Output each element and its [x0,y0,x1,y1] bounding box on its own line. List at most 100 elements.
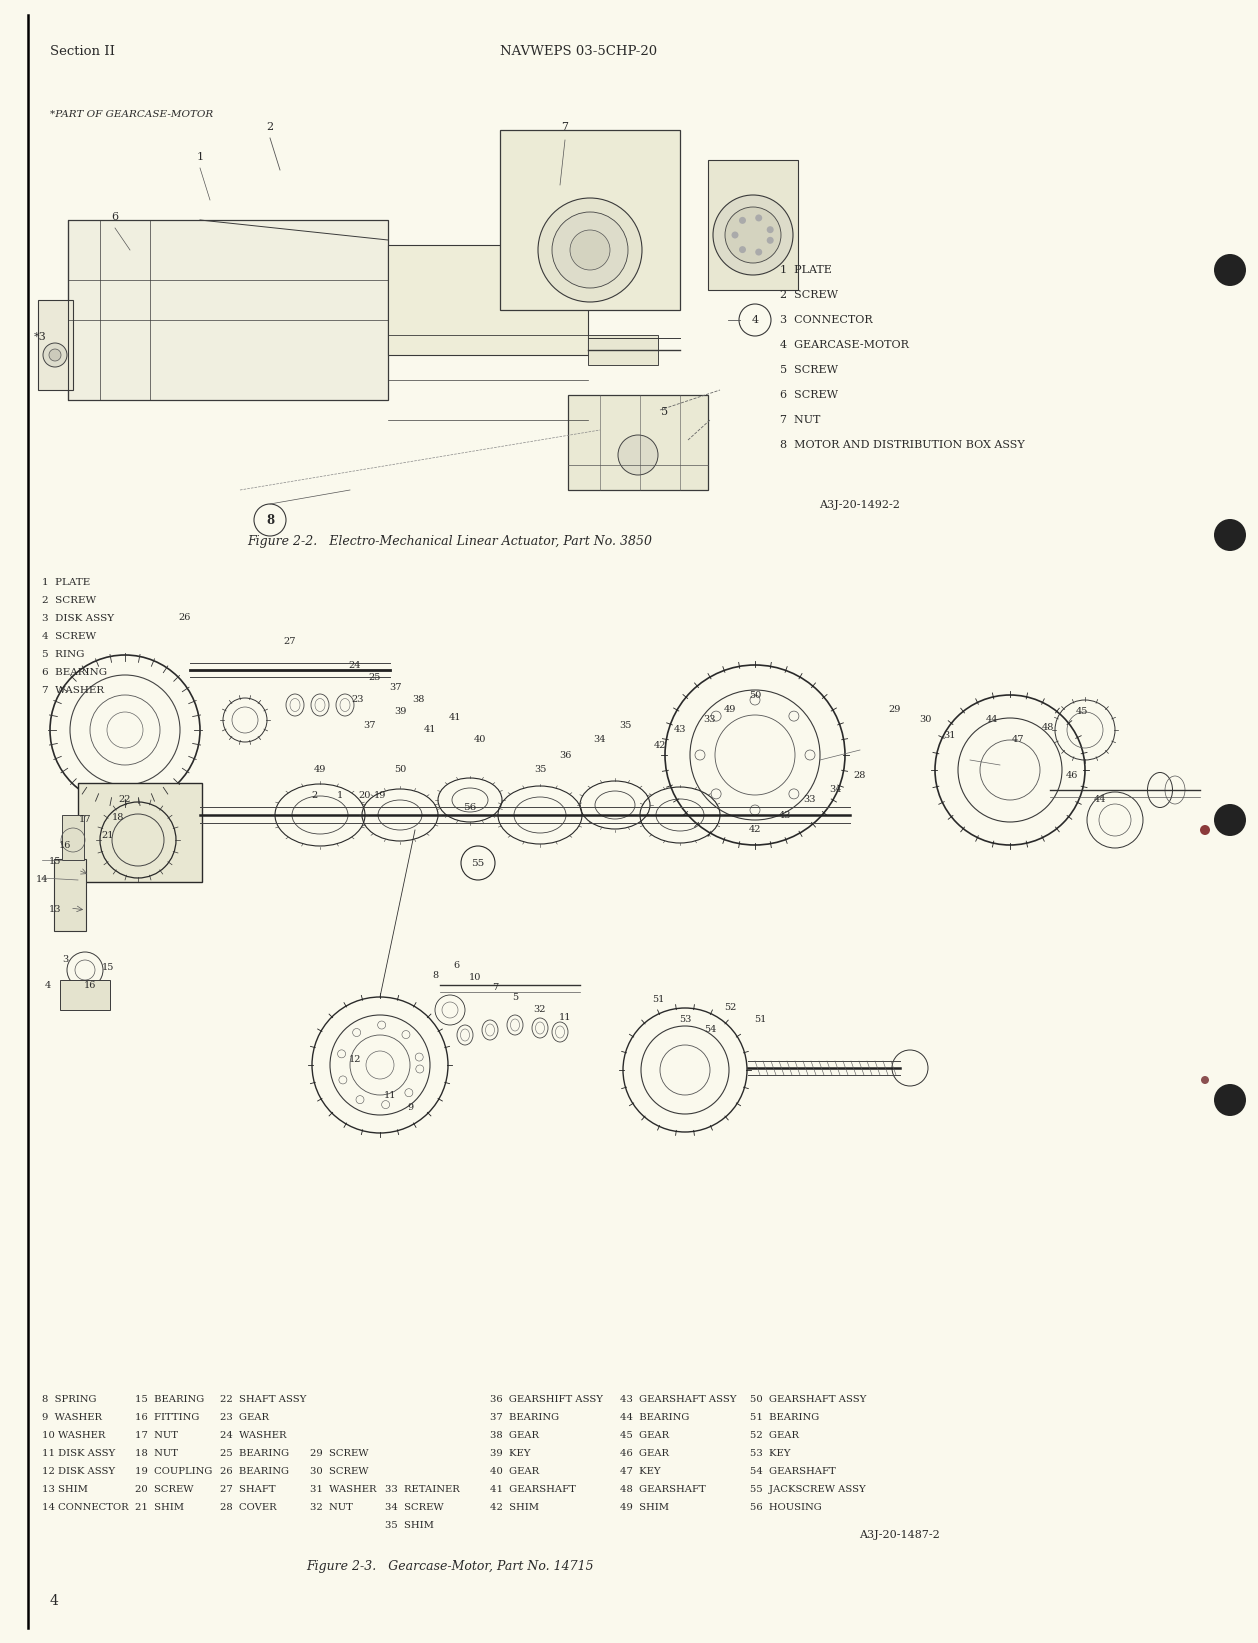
Text: 5  RING: 5 RING [42,651,84,659]
Text: 30  SCREW: 30 SCREW [309,1467,369,1475]
Text: 3: 3 [62,956,68,964]
Text: 37: 37 [389,683,401,692]
FancyBboxPatch shape [68,220,387,399]
Text: 25: 25 [369,674,381,682]
Text: 14: 14 [35,876,48,884]
Text: 39: 39 [394,708,406,716]
Text: 31: 31 [944,731,956,739]
Text: 44: 44 [1093,795,1106,805]
Text: 11: 11 [559,1014,571,1022]
Text: 4: 4 [50,1594,59,1608]
Text: A3J-20-1487-2: A3J-20-1487-2 [859,1530,940,1539]
Text: 19  COUPLING: 19 COUPLING [135,1467,213,1475]
Text: 12 DISK ASSY: 12 DISK ASSY [42,1467,116,1475]
Text: 20  SCREW: 20 SCREW [135,1485,194,1493]
Text: 1: 1 [337,790,343,800]
Text: 45  GEAR: 45 GEAR [620,1431,669,1439]
Text: Figure 2-2.   Electro-Mechanical Linear Actuator, Part No. 3850: Figure 2-2. Electro-Mechanical Linear Ac… [248,536,653,549]
Text: A3J-20-1492-2: A3J-20-1492-2 [819,499,899,509]
Text: 6  SCREW: 6 SCREW [780,389,838,399]
Text: 29: 29 [889,705,901,715]
Text: *3: *3 [34,332,47,342]
Text: 51  BEARING: 51 BEARING [750,1413,819,1421]
Text: 20: 20 [359,790,371,800]
FancyBboxPatch shape [62,815,84,859]
Text: 8  SPRING: 8 SPRING [42,1395,97,1405]
Circle shape [766,227,774,233]
Circle shape [766,237,774,243]
Circle shape [713,196,793,274]
Text: Section II: Section II [50,44,114,58]
Text: 55: 55 [472,859,484,868]
Text: 5: 5 [662,407,668,417]
Circle shape [738,217,746,223]
Text: 33  RETAINER: 33 RETAINER [385,1485,459,1493]
Text: 34: 34 [829,785,842,795]
Circle shape [49,348,60,361]
Text: 36: 36 [559,751,571,759]
Text: 33: 33 [703,715,716,725]
Text: 47  KEY: 47 KEY [620,1467,660,1475]
Text: 2  SCREW: 2 SCREW [780,291,838,301]
Text: 5  SCREW: 5 SCREW [780,365,838,375]
Text: 22: 22 [118,795,131,805]
Text: 18  NUT: 18 NUT [135,1449,177,1457]
Text: 7  NUT: 7 NUT [780,416,820,426]
Circle shape [570,230,610,269]
Circle shape [460,846,494,881]
Circle shape [1214,803,1245,836]
Text: 53  KEY: 53 KEY [750,1449,790,1457]
FancyBboxPatch shape [708,159,798,291]
Text: 26: 26 [179,613,191,623]
FancyBboxPatch shape [387,245,587,355]
FancyBboxPatch shape [569,394,708,490]
Text: 51: 51 [754,1015,766,1025]
Text: 51: 51 [652,996,664,1004]
Text: 11: 11 [384,1091,396,1099]
Text: 30: 30 [918,715,931,725]
Text: 16  FITTING: 16 FITTING [135,1413,199,1421]
Text: 27  SHAFT: 27 SHAFT [220,1485,276,1493]
Circle shape [755,248,762,256]
Text: 2  SCREW: 2 SCREW [42,596,96,605]
Text: 17  NUT: 17 NUT [135,1431,177,1439]
Text: 6: 6 [112,212,118,222]
Text: 43: 43 [779,810,791,820]
Text: 13: 13 [49,905,62,915]
Circle shape [254,504,286,536]
Text: 33: 33 [804,795,816,805]
Circle shape [1214,1084,1245,1116]
Text: 7: 7 [561,122,569,131]
Text: 19: 19 [374,790,386,800]
Text: 4: 4 [45,981,52,989]
Text: 42: 42 [749,825,761,835]
Circle shape [1214,519,1245,550]
Circle shape [538,199,642,302]
Text: 40  GEAR: 40 GEAR [491,1467,540,1475]
Text: 35: 35 [619,721,632,729]
Text: 9  WASHER: 9 WASHER [42,1413,102,1421]
Text: 49  SHIM: 49 SHIM [620,1503,669,1512]
Text: 50: 50 [749,690,761,700]
Text: 43  GEARSHAFT ASSY: 43 GEARSHAFT ASSY [620,1395,736,1405]
Circle shape [1201,1076,1209,1084]
Text: 24  WASHER: 24 WASHER [220,1431,287,1439]
Text: 15: 15 [49,858,62,866]
Text: 21  SHIM: 21 SHIM [135,1503,184,1512]
Text: 26  BEARING: 26 BEARING [220,1467,289,1475]
Text: 38  GEAR: 38 GEAR [491,1431,538,1439]
Text: 54  GEARSHAFT: 54 GEARSHAFT [750,1467,835,1475]
Text: 41: 41 [424,726,437,734]
Text: 37  BEARING: 37 BEARING [491,1413,559,1421]
FancyBboxPatch shape [54,859,86,932]
Text: 3  CONNECTOR: 3 CONNECTOR [780,315,873,325]
Text: 49: 49 [313,766,326,774]
Circle shape [43,343,67,366]
Text: 27: 27 [284,637,296,646]
Text: 48: 48 [1042,723,1054,733]
Circle shape [738,304,771,337]
Text: 42: 42 [654,741,667,749]
Text: 10 WASHER: 10 WASHER [42,1431,106,1439]
Text: 7  WASHER: 7 WASHER [42,687,104,695]
Text: 54: 54 [703,1025,716,1035]
